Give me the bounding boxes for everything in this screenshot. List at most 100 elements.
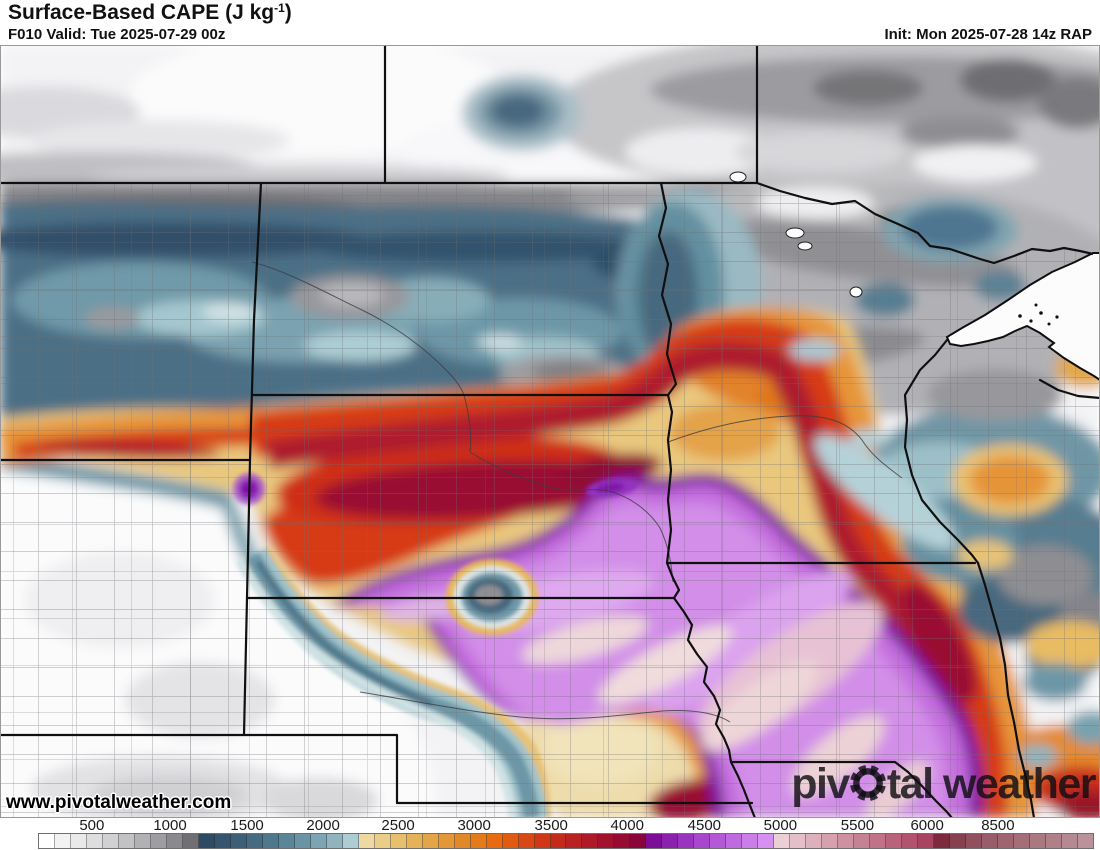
colorbar-segment bbox=[150, 834, 167, 848]
colorbar-segment bbox=[1046, 834, 1062, 848]
colorbar-segment bbox=[870, 834, 887, 848]
colorbar-segment bbox=[134, 834, 151, 848]
colorbar-segment bbox=[854, 834, 871, 848]
colorbar-tick-label: 5000 bbox=[763, 817, 798, 834]
colorbar-tick-label: 6000 bbox=[910, 817, 944, 834]
colorbar-segment bbox=[758, 834, 775, 848]
small-lakes bbox=[729, 171, 863, 298]
colorbar-segments bbox=[38, 833, 1094, 849]
colorbar-tick-label: 5500 bbox=[840, 817, 875, 834]
logo-text-prefix: piv bbox=[791, 760, 850, 808]
colorbar-segment bbox=[214, 834, 231, 848]
colorbar-segment bbox=[934, 834, 951, 848]
colorbar-segment bbox=[550, 834, 567, 848]
colorbar-segment bbox=[886, 834, 903, 848]
colorbar-segment bbox=[646, 834, 663, 848]
colorbar-segment bbox=[262, 834, 279, 848]
colorbar-segment bbox=[774, 834, 791, 848]
colorbar-tick-label: 4000 bbox=[610, 817, 644, 834]
model-init-text: Init: Mon 2025-07-28 14z RAP bbox=[884, 26, 1092, 43]
colorbar-segment bbox=[406, 834, 423, 848]
state-borders bbox=[0, 181, 1100, 818]
colorbar-segment bbox=[86, 834, 103, 848]
colorbar-tick-label: 2000 bbox=[306, 817, 340, 834]
colorbar-segment bbox=[822, 834, 839, 848]
colorbar-segment bbox=[742, 834, 759, 848]
colorbar-segment bbox=[598, 834, 615, 848]
colorbar-segment bbox=[294, 834, 311, 848]
colorbar-tick-label: 2500 bbox=[381, 817, 415, 834]
colorbar-tick-label: 3500 bbox=[534, 817, 568, 834]
colorbar-segment bbox=[726, 834, 743, 848]
colorbar-tick-label: 500 bbox=[79, 817, 105, 834]
colorbar-segment bbox=[694, 834, 711, 848]
colorbar-tick-label: 4500 bbox=[687, 817, 722, 834]
colorbar-segment bbox=[1030, 834, 1047, 848]
canada-border bbox=[0, 45, 1094, 265]
colorbar-segment bbox=[966, 834, 983, 848]
colorbar-tick-label: 1000 bbox=[153, 817, 187, 834]
colorbar-segment bbox=[534, 834, 551, 848]
colorbar-segment bbox=[950, 834, 967, 848]
colorbar-segment bbox=[102, 834, 119, 848]
colorbar-segment bbox=[614, 834, 631, 848]
colorbar-segment bbox=[1077, 834, 1093, 848]
colorbar-segment bbox=[39, 834, 55, 848]
colorbar-segment bbox=[246, 834, 263, 848]
title-close: ) bbox=[284, 1, 292, 24]
colorbar-ticks: 500 1000 1500 2000 2500 3000 3500 4000 4500 5000 5… bbox=[0, 817, 1100, 834]
colorbar-segment bbox=[1062, 834, 1078, 848]
colorbar-segment bbox=[502, 834, 519, 848]
colorbar-segment bbox=[470, 834, 487, 848]
logo-text-suffix: tal weather bbox=[886, 760, 1097, 808]
colorbar-segment bbox=[342, 834, 359, 848]
colorbar-segment bbox=[790, 834, 807, 848]
title-superscript: -1 bbox=[274, 1, 285, 15]
lake-superior bbox=[945, 252, 1100, 382]
colorbar-segment bbox=[1014, 834, 1031, 848]
county-lines bbox=[0, 183, 1100, 818]
colorbar-segment bbox=[230, 834, 247, 848]
colorbar-segment bbox=[838, 834, 855, 848]
gear-icon bbox=[849, 765, 886, 801]
colorbar-segment bbox=[982, 834, 999, 848]
colorbar-segment bbox=[358, 834, 375, 848]
lake-islands bbox=[1018, 303, 1059, 326]
colorbar-segment bbox=[310, 834, 327, 848]
colorbar-segment bbox=[118, 834, 135, 848]
colorbar-segment bbox=[70, 834, 87, 848]
colorbar-segment bbox=[326, 834, 343, 848]
pivotal-weather-logo: piv tal weather bbox=[791, 760, 1097, 808]
colorbar-segment bbox=[198, 834, 215, 848]
colorbar-segment bbox=[918, 834, 935, 848]
page-title: Surface-Based CAPE (J kg-1) bbox=[8, 1, 292, 25]
colorbar-segment bbox=[518, 834, 535, 848]
colorbar-segment bbox=[54, 834, 71, 848]
colorbar-segment bbox=[182, 834, 199, 848]
cape-map bbox=[0, 45, 1100, 818]
forecast-valid-text: F010 Valid: Tue 2025-07-29 00z bbox=[8, 26, 226, 43]
colorbar-segment bbox=[662, 834, 679, 848]
colorbar-tick-label: 1500 bbox=[230, 817, 264, 834]
colorbar-segment bbox=[998, 834, 1015, 848]
colorbar-segment bbox=[422, 834, 439, 848]
colorbar-segment bbox=[678, 834, 695, 848]
colorbar-segment bbox=[902, 834, 919, 848]
colorbar-segment bbox=[454, 834, 471, 848]
colorbar-segment bbox=[438, 834, 455, 848]
colorbar-segment bbox=[278, 834, 295, 848]
colorbar-tick-label: 8500 bbox=[981, 817, 1015, 834]
colorbar-segment bbox=[374, 834, 391, 848]
colorbar-tick-label: 3000 bbox=[457, 817, 491, 834]
title-text: Surface-Based CAPE (J kg bbox=[8, 1, 275, 24]
colorbar-segment bbox=[390, 834, 407, 848]
rivers bbox=[251, 261, 903, 723]
colorbar-segment bbox=[806, 834, 823, 848]
map-area bbox=[0, 45, 1100, 818]
colorbar-segment bbox=[630, 834, 647, 848]
colorbar-segment bbox=[166, 834, 183, 848]
colorbar-segment bbox=[566, 834, 583, 848]
colorbar-segment bbox=[710, 834, 727, 848]
colorbar-segment bbox=[582, 834, 599, 848]
